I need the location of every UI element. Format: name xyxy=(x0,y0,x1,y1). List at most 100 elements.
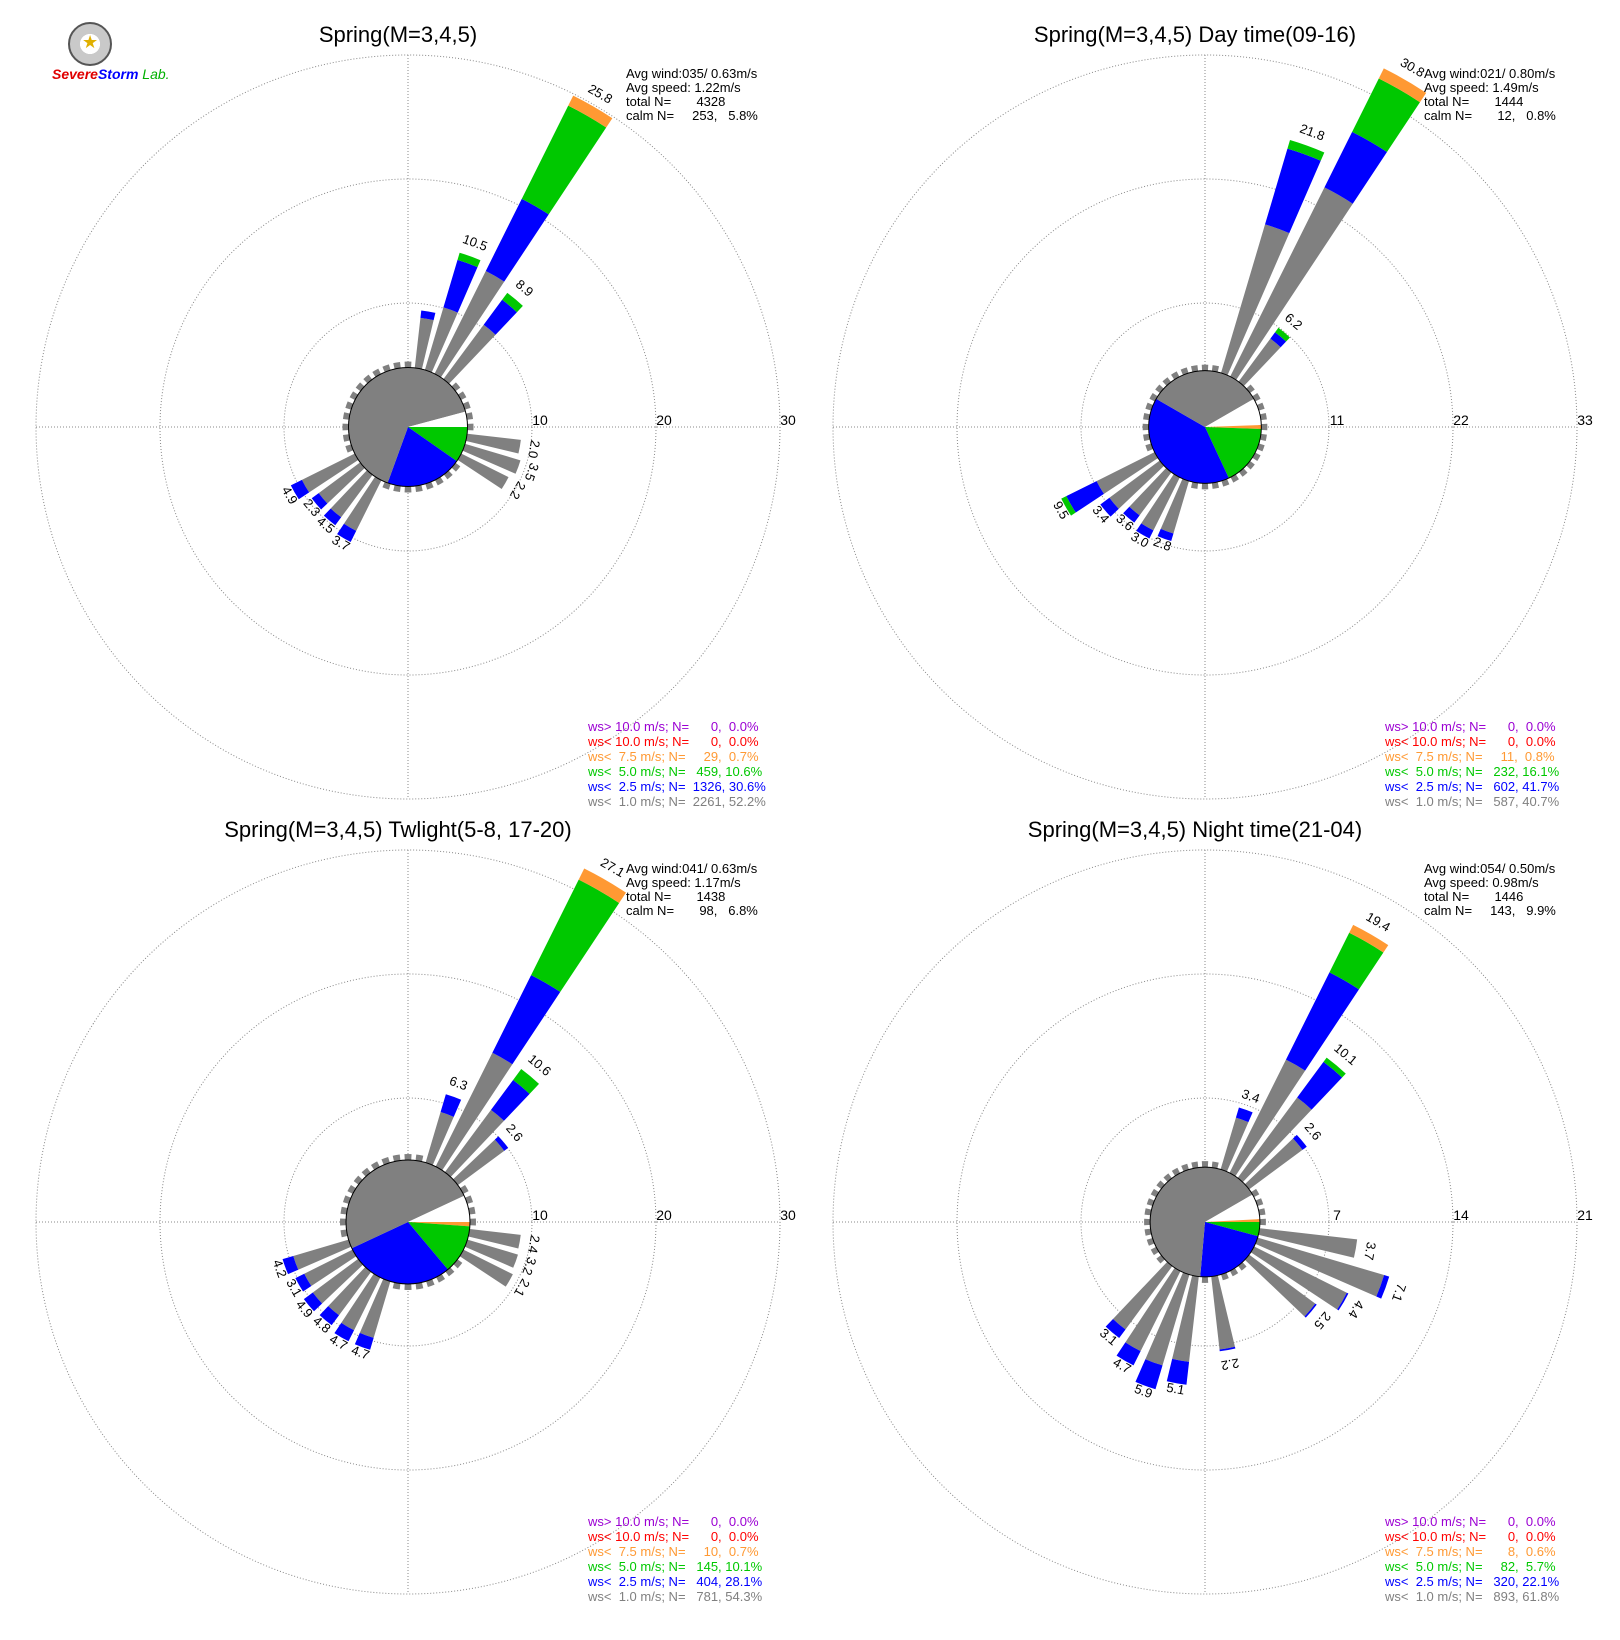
sector-label: 25.8 xyxy=(586,81,615,107)
ring-label: 10 xyxy=(532,412,548,428)
sector-bar xyxy=(1219,1117,1249,1175)
stats-line: calm N= 143, 9.9% xyxy=(1424,903,1556,918)
legend-entry: ws< 5.0 m/s; N= 145, 10.1% xyxy=(587,1559,763,1574)
panel-title: Spring(M=3,4,5) Twlight(5-8, 17-20) xyxy=(224,817,571,842)
sector-label: 4.2 xyxy=(270,1258,290,1280)
sector-bar xyxy=(1287,140,1325,161)
stats-line: Avg speed: 0.98m/s xyxy=(1424,875,1539,890)
sector-label: 7.1 xyxy=(1389,1282,1409,1304)
sector-bar xyxy=(521,105,607,215)
sector-label: 27.1 xyxy=(598,855,627,881)
sector-bar xyxy=(1096,450,1161,494)
severe-storm-lab-logo: SevereStorm Lab. xyxy=(52,22,170,84)
stats-line: Avg wind:041/ 0.63m/s xyxy=(626,861,758,876)
sector-bar xyxy=(443,259,478,313)
legend-entry: ws< 5.0 m/s; N= 82, 5.7% xyxy=(1384,1559,1556,1574)
sector-bar xyxy=(359,1276,392,1338)
calm-pie-slice xyxy=(1205,1219,1260,1222)
sector-bar xyxy=(1129,465,1174,516)
sector-bar xyxy=(1123,506,1140,523)
ring-label: 30 xyxy=(780,1207,796,1223)
sector-label: 2.6 xyxy=(1302,1120,1325,1143)
sector-bar xyxy=(1297,1061,1343,1110)
sector-bar xyxy=(485,198,549,282)
calm-pie-slice xyxy=(351,1222,448,1284)
ring-label: 14 xyxy=(1453,1207,1469,1223)
sector-label: 2.8 xyxy=(1151,534,1173,554)
windrose-panel-3: 10 20 306.327.110.62.62.43.22.14.74.74.84.… xyxy=(35,817,796,1604)
calm-pie-slice xyxy=(1150,1167,1205,1277)
logo-storm-text: Storm xyxy=(97,66,139,82)
sector-bar xyxy=(1352,78,1420,153)
sector-bar xyxy=(311,493,328,510)
legend-entry: ws< 1.0 m/s; N= 587, 40.7% xyxy=(1384,794,1560,809)
legend-entry: ws< 2.5 m/s; N= 602, 41.7% xyxy=(1384,779,1560,794)
calm-pie-slice xyxy=(1205,427,1262,479)
legend-entry: ws< 1.0 m/s; N= 893, 61.8% xyxy=(1384,1589,1560,1604)
sector-bar xyxy=(1100,497,1119,517)
sector-bar xyxy=(301,452,361,493)
legend-entry: ws> 10.0 m/s; N= 0, 0.0% xyxy=(1384,1514,1556,1529)
sector-bar xyxy=(1265,148,1321,234)
stats-line: calm N= 98, 6.8% xyxy=(626,903,758,918)
sector-bar xyxy=(462,433,521,454)
sector-bar xyxy=(1172,1272,1200,1362)
legend-entry: ws< 7.5 m/s; N= 10, 0.7% xyxy=(587,1544,759,1559)
sector-bar xyxy=(492,975,561,1065)
logo-text: SevereStorm Lab. xyxy=(52,66,170,82)
logo-lab-text: Lab. xyxy=(142,66,170,82)
sector-bar xyxy=(1125,1265,1182,1352)
sector-bar xyxy=(1136,523,1154,539)
sector-label: 2.1 xyxy=(511,1276,533,1299)
calm-pie-slice xyxy=(348,367,408,483)
sector-label: 3.2 xyxy=(519,1255,539,1277)
sector-bar xyxy=(1135,1359,1163,1390)
sector-label: 3.5 xyxy=(522,461,542,483)
calm-pie-slice xyxy=(408,1222,470,1227)
sector-bar xyxy=(1285,972,1359,1071)
sector-bar xyxy=(1228,187,1353,383)
sector-bar xyxy=(455,452,509,490)
calm-pie-slice xyxy=(408,367,466,427)
sector-bar xyxy=(420,310,436,321)
sector-bar xyxy=(312,1257,366,1304)
sector-bar xyxy=(578,868,626,904)
calm-pie-slice xyxy=(1200,1222,1259,1277)
sector-bar xyxy=(341,1271,382,1331)
sector-bar xyxy=(457,1248,513,1287)
sector-bar xyxy=(1242,1138,1303,1191)
sector-bar xyxy=(513,1068,540,1094)
ring-label: 30 xyxy=(780,412,796,428)
legend-entry: ws< 10.0 m/s; N= 0, 0.0% xyxy=(1384,1529,1556,1544)
stats-line: Avg speed: 1.17m/s xyxy=(626,875,741,890)
sector-bar xyxy=(293,1238,354,1270)
sector-bar xyxy=(1235,1107,1253,1123)
panel-title: Spring(M=3,4,5) Day time(09-16) xyxy=(1034,22,1356,47)
sector-bar xyxy=(1066,481,1104,513)
stats-line: Avg wind:021/ 0.80m/s xyxy=(1424,66,1556,81)
sector-bar xyxy=(450,1139,505,1187)
sector-bar xyxy=(343,474,383,531)
sector-bar xyxy=(440,1094,462,1117)
sector-label: 6.2 xyxy=(1282,310,1305,333)
sector-label: 2.2 xyxy=(1220,1355,1240,1373)
calm-pie-slice xyxy=(1205,1194,1260,1222)
sector-bar xyxy=(1248,1245,1347,1310)
sector-bar xyxy=(1349,924,1389,953)
legend-entry: ws< 10.0 m/s; N= 0, 0.0% xyxy=(587,1529,759,1544)
sector-label: 10.6 xyxy=(525,1051,554,1079)
calm-pie-slice xyxy=(408,1160,465,1222)
legend-entry: ws< 7.5 m/s; N= 8, 0.6% xyxy=(1384,1544,1556,1559)
sector-bar xyxy=(1112,1259,1174,1330)
sector-label: 19.4 xyxy=(1364,909,1393,935)
sector-bar xyxy=(531,879,620,992)
stats-line: total N= 1444 xyxy=(1424,94,1523,109)
sector-label: 2.5 xyxy=(1311,1309,1334,1332)
sector-bar xyxy=(1236,1097,1312,1185)
sector-label: 6.3 xyxy=(447,1073,469,1093)
calm-pie-outline xyxy=(1148,370,1262,484)
ring-label: 22 xyxy=(1453,412,1469,428)
sector-bar xyxy=(414,317,434,373)
sector-bar xyxy=(1270,332,1287,348)
windrose-panel-1: 10 20 3010.525.88.92.03.52.23.74.52.34.9Sp… xyxy=(35,22,796,809)
